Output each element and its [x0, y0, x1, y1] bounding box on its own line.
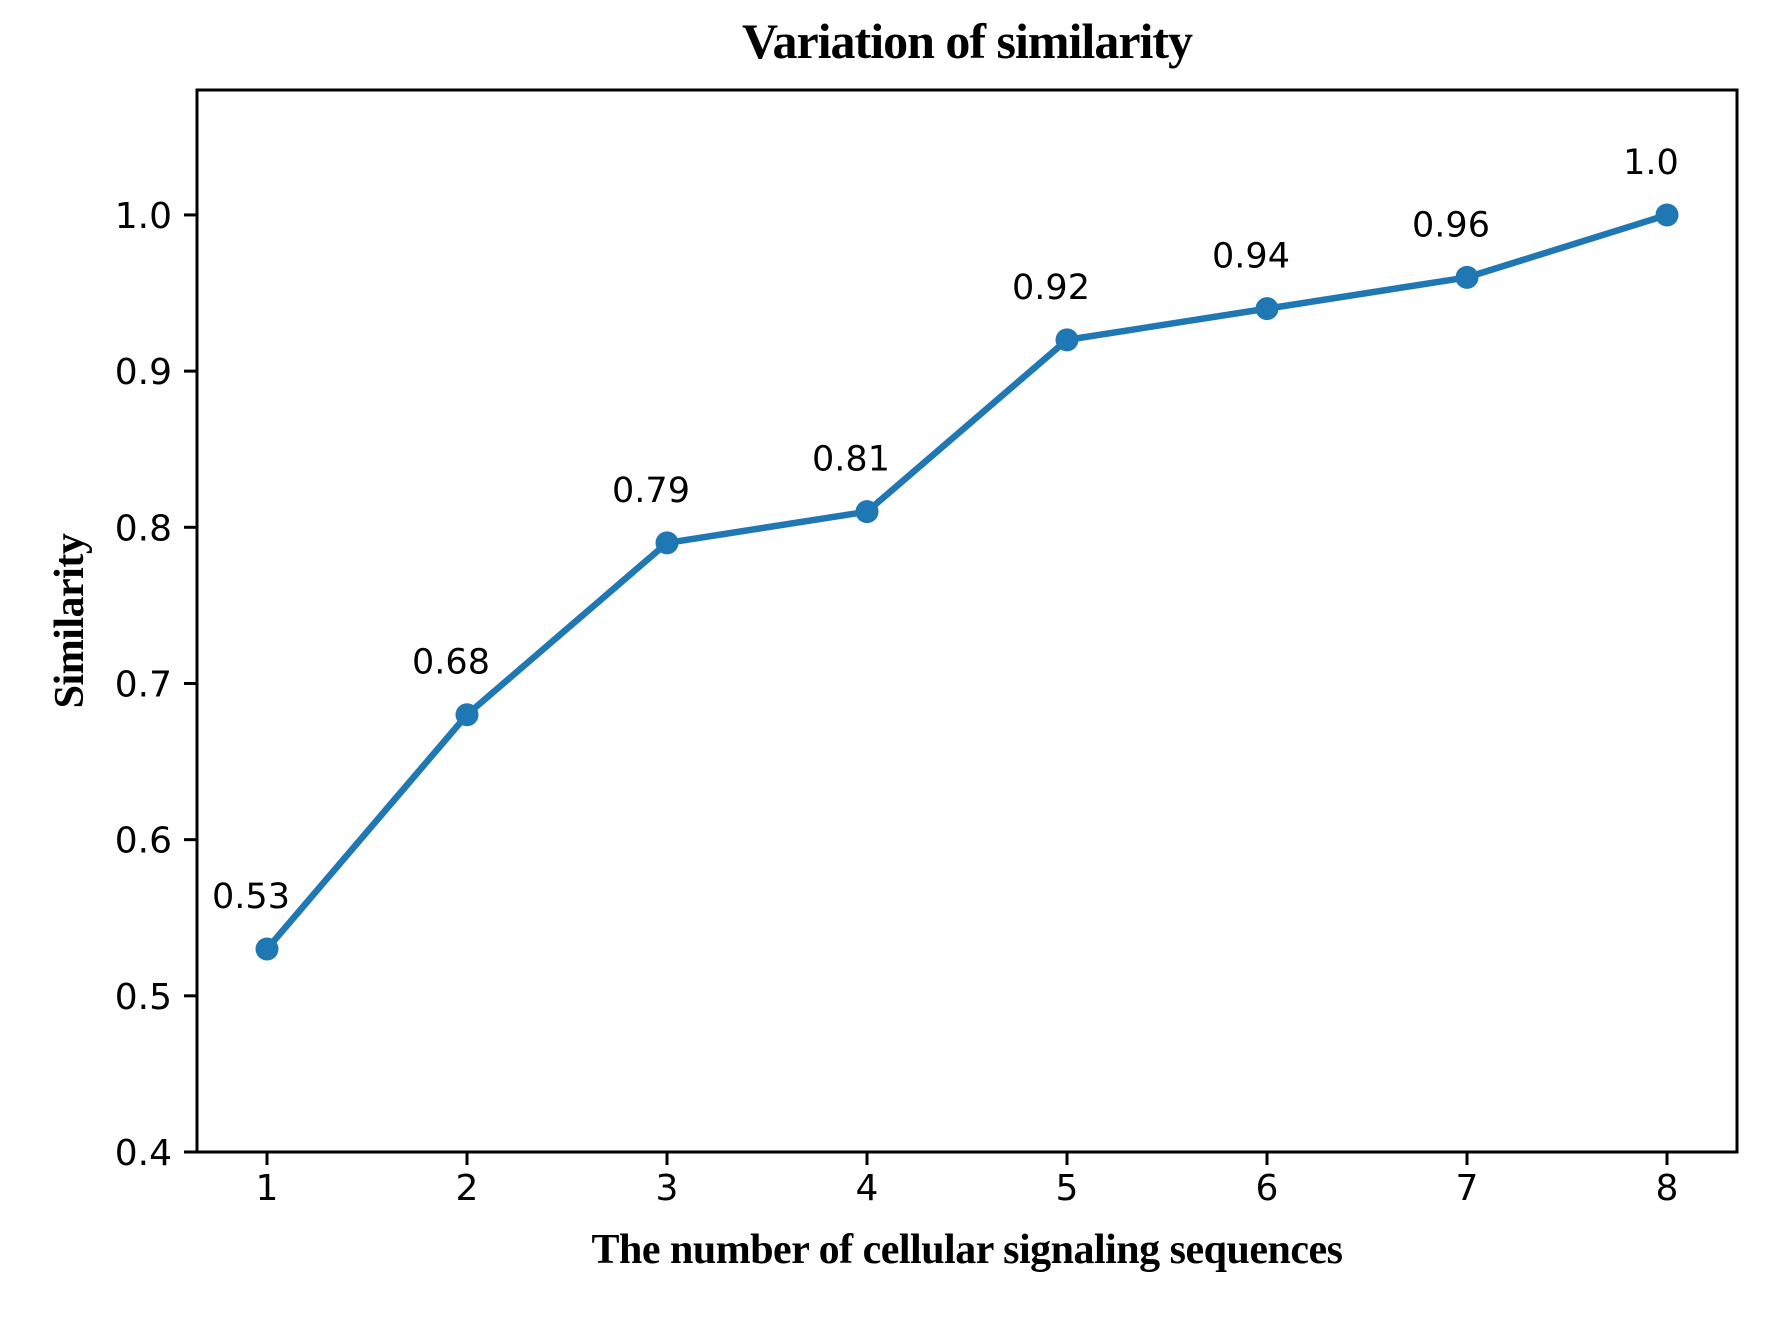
point-value-label: 1.0 — [1623, 143, 1679, 183]
y-axis-tick-label: 0.6 — [115, 821, 172, 862]
point-value-label: 0.79 — [612, 471, 690, 511]
x-axis-tick-label: 5 — [1056, 1168, 1079, 1209]
point-value-label: 0.96 — [1412, 205, 1490, 245]
point-value-label: 0.81 — [812, 440, 890, 480]
point-value-label: 0.94 — [1212, 237, 1290, 277]
y-axis-tick-label: 0.7 — [115, 664, 172, 705]
chart-title: Variation of similarity — [741, 13, 1193, 69]
point-value-label: 0.53 — [212, 877, 290, 917]
y-axis-tick-label: 0.5 — [115, 977, 172, 1018]
x-axis-tick-label: 3 — [656, 1168, 679, 1209]
x-axis-tick-label: 7 — [1456, 1168, 1479, 1209]
data-line — [263, 211, 1671, 953]
plot-border — [195, 88, 1739, 1154]
data-point-marker — [1455, 265, 1479, 289]
data-point-marker — [855, 500, 879, 524]
point-value-label: 0.68 — [412, 643, 490, 683]
x-axis-tick-label: 8 — [1656, 1168, 1679, 1209]
y-axis-tick-label: 0.9 — [115, 352, 172, 393]
data-point-marker — [1055, 328, 1079, 352]
x-axis-tick-label: 6 — [1256, 1168, 1279, 1209]
data-point-marker — [1655, 203, 1679, 227]
point-value-label: 0.92 — [1012, 268, 1090, 308]
x-axis-tick-label: 4 — [856, 1168, 879, 1209]
x-axis-tick-label: 2 — [456, 1168, 479, 1209]
data-point-marker — [455, 703, 479, 727]
y-axis-tick-label: 0.4 — [115, 1133, 172, 1174]
y-axis-tick-label: 1.0 — [115, 196, 172, 237]
x-axis-tick-label: 1 — [256, 1168, 279, 1209]
data-point-marker — [255, 937, 279, 961]
data-point-marker — [1255, 297, 1279, 321]
data-point-marker — [655, 531, 679, 555]
x-axis-label: The number of cellular signaling sequenc… — [591, 1227, 1343, 1273]
y-axis-tick-label: 0.8 — [115, 508, 172, 549]
